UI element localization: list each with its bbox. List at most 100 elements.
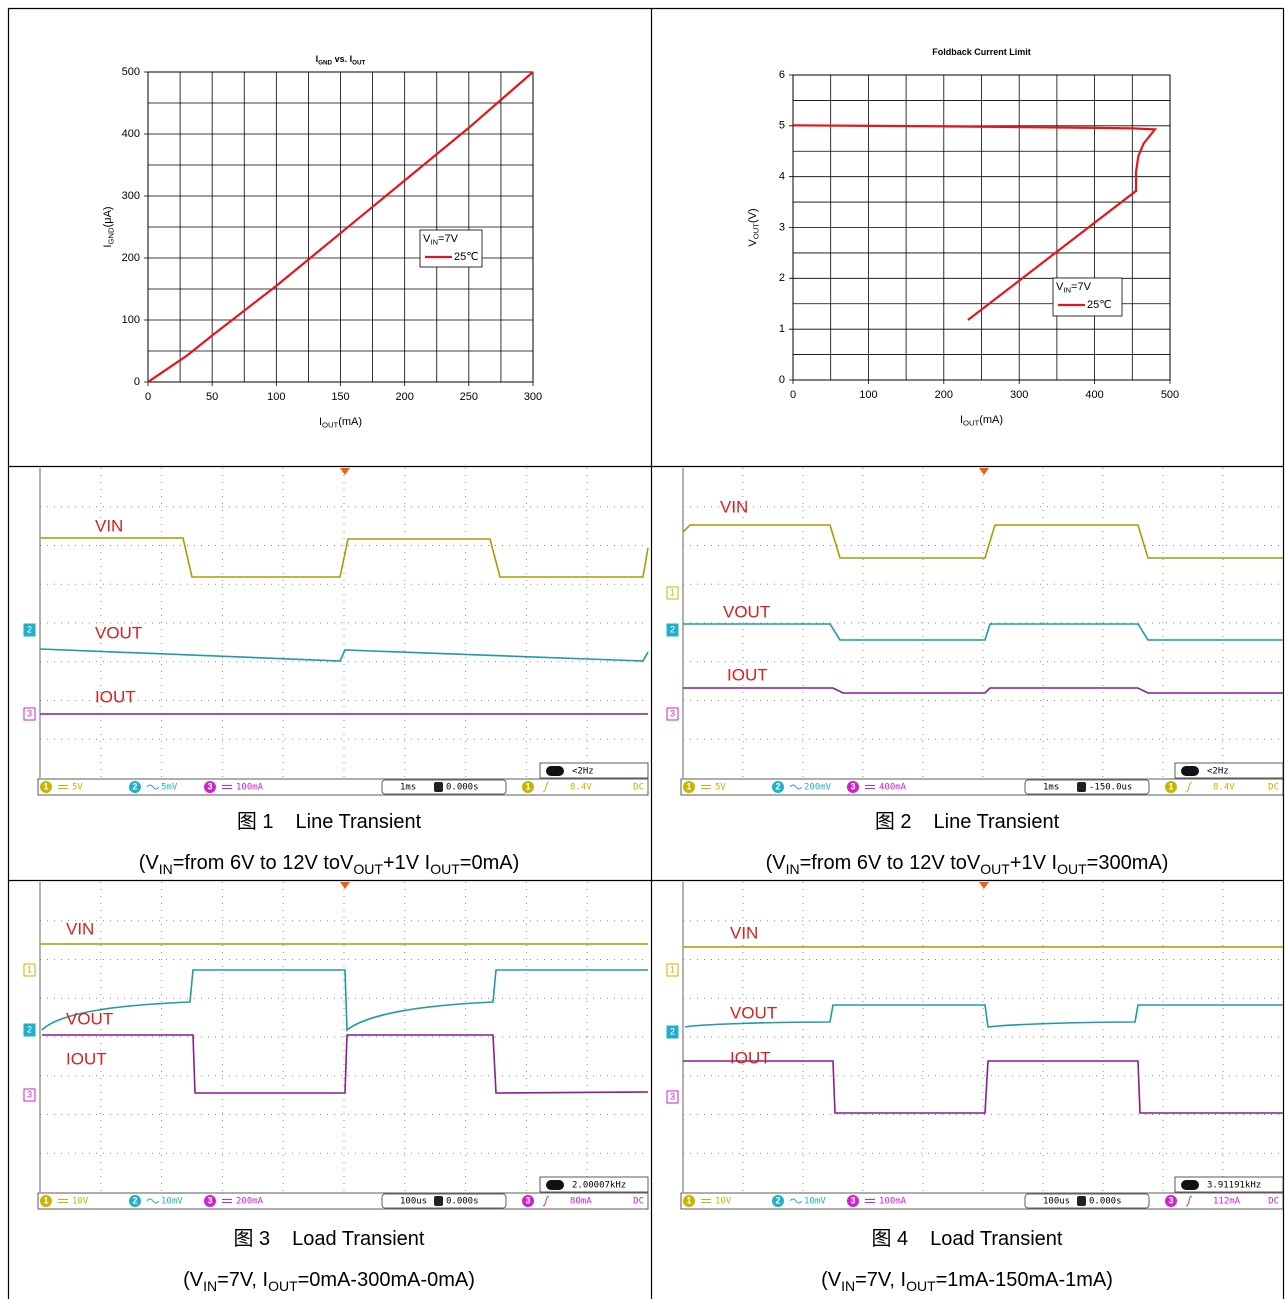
- vout-trace: [683, 624, 1283, 640]
- figure-caption: 图 1Line Transient: [237, 811, 422, 833]
- figure-condition: (VIN=from 6V to 12V toVOUT+1V IOUT=300mA…: [766, 852, 1169, 876]
- text-part: IN: [786, 861, 800, 877]
- y-tick-label: 500: [122, 66, 140, 78]
- text-part: (V): [747, 208, 759, 223]
- x-tick-label: 300: [524, 391, 542, 403]
- text-part: +1V I: [1010, 852, 1057, 874]
- channel-marker-label: 1: [27, 964, 32, 974]
- channel-marker-label: 2: [670, 624, 675, 634]
- figure-label: 图 2: [875, 811, 912, 833]
- channel-scale: 100mA: [879, 1197, 907, 1207]
- figure-condition: (VIN=7V, IOUT=1mA-150mA-1mA): [821, 1269, 1113, 1293]
- status-bar: [681, 1193, 1283, 1209]
- text-part: vs. I: [332, 54, 352, 64]
- figure-caption: 图 3Load Transient: [233, 1228, 424, 1250]
- trace-label: VIN: [66, 919, 94, 938]
- channel-marker-label: 1: [670, 587, 675, 597]
- trigger-channel: 1: [525, 781, 530, 791]
- text-part: Foldback Current Limit: [932, 47, 1031, 57]
- frequency: 2.00007kHz: [572, 1181, 626, 1191]
- y-tick-label: 200: [122, 252, 140, 264]
- text-part: OUT: [430, 861, 460, 877]
- text-part: =0mA-300mA-0mA): [298, 1269, 475, 1291]
- channel-marker-label: 2: [27, 1024, 32, 1034]
- trigger-channel: 3: [1168, 1195, 1173, 1205]
- channel-icon-label: 2: [775, 1195, 780, 1205]
- text-part: OUT: [980, 861, 1010, 877]
- y-tick-label: 100: [122, 314, 140, 326]
- text-part: (V: [821, 1269, 842, 1291]
- coupling: DC: [633, 1197, 644, 1207]
- channel-scale: 5V: [715, 783, 726, 793]
- channel-icon-label: 1: [43, 1195, 48, 1205]
- figure-label: 图 1: [237, 811, 274, 833]
- figure-label: 图 3: [233, 1228, 270, 1250]
- vout-trace: [42, 970, 648, 1030]
- y-tick-label: 0: [134, 376, 140, 388]
- timebase: 100us: [400, 1197, 427, 1207]
- document: 0501001502002503000100200300400500IGND v…: [0, 0, 1285, 1299]
- text-part: OUT: [353, 861, 383, 877]
- y-tick-label: 2: [779, 272, 785, 284]
- frequency-icon: [1181, 1180, 1199, 1190]
- trace-label: IOUT: [66, 1049, 107, 1068]
- y-tick-label: 4: [779, 171, 785, 183]
- text-part: (mA): [338, 416, 362, 428]
- x-tick-label: 150: [331, 391, 349, 403]
- text-part: =1mA-150mA-1mA): [936, 1269, 1113, 1291]
- x-tick-label: 50: [206, 391, 218, 403]
- text-part: IN: [1063, 285, 1071, 294]
- coupling: DC: [633, 783, 644, 793]
- legend-title: VIN=7V: [423, 233, 459, 246]
- text-part: IN: [203, 1278, 217, 1294]
- delay-icon: [434, 1196, 443, 1206]
- text-part: GND: [318, 59, 332, 66]
- channel-scale: 5V: [72, 783, 83, 793]
- trigger-marker: [979, 468, 989, 475]
- delay: 0.000s: [446, 1197, 479, 1207]
- y-tick-label: 0: [779, 374, 785, 386]
- channel-icon-label: 3: [207, 1195, 212, 1205]
- channel-marker-label: 3: [27, 1089, 32, 1099]
- text-part: OUT: [268, 1278, 298, 1294]
- channel-icon-label: 2: [132, 781, 137, 791]
- y-axis-label: IGND(μA): [102, 206, 115, 247]
- frequency: 3.91191kHz: [1207, 1181, 1261, 1191]
- delay: 0.000s: [446, 783, 479, 793]
- y-tick-label: 300: [122, 190, 140, 202]
- trace-label: VOUT: [66, 1009, 113, 1028]
- trigger-level: 8.4V: [570, 783, 592, 793]
- x-tick-label: 100: [267, 391, 285, 403]
- timebase: 1ms: [1043, 783, 1059, 793]
- x-tick-label: 200: [935, 389, 953, 401]
- channel-marker-label: 3: [670, 708, 675, 718]
- channel-scale: 10mV: [804, 1197, 826, 1207]
- x-tick-label: 500: [1161, 389, 1179, 401]
- frequency: <2Hz: [1207, 767, 1229, 777]
- channel-scale: 200mA: [236, 1197, 264, 1207]
- text-part: IN: [159, 861, 173, 877]
- frequency-icon: [1181, 766, 1199, 776]
- channel-scale: 5mV: [161, 783, 178, 793]
- delay: -150.0us: [1089, 783, 1132, 793]
- channel-icon-label: 1: [43, 781, 48, 791]
- text-part: =from 6V to 12V toV: [173, 852, 354, 874]
- frequency: <2Hz: [572, 767, 594, 777]
- text-part: =7V: [438, 233, 459, 245]
- channel-marker-label: 3: [670, 1091, 675, 1101]
- trigger-marker: [340, 882, 350, 889]
- channel-marker-label: 3: [27, 708, 32, 718]
- y-tick-label: 6: [779, 69, 785, 81]
- chart-title: Foldback Current Limit: [932, 47, 1031, 57]
- trigger-channel: 3: [525, 1195, 530, 1205]
- trigger-channel: 1: [1168, 781, 1173, 791]
- text-part: IN: [841, 1278, 855, 1294]
- trace-label: IOUT: [95, 687, 136, 706]
- coupling: DC: [1268, 783, 1279, 793]
- trigger-level: 112mA: [1213, 1197, 1241, 1207]
- text-part: (V: [183, 1269, 204, 1291]
- text-part: OUT: [322, 420, 339, 429]
- channel-icon-label: 2: [775, 781, 780, 791]
